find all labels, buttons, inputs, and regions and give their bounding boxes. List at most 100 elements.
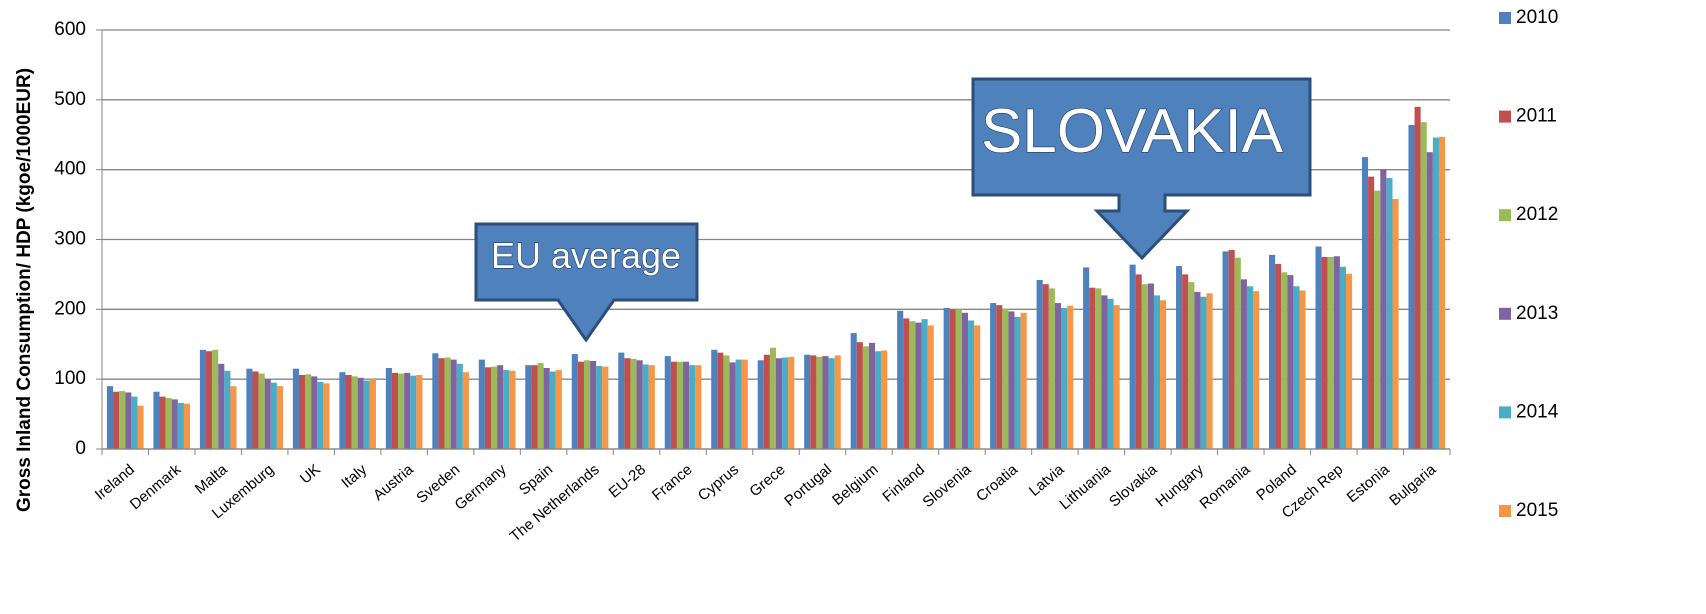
bar (177, 402, 184, 449)
bar (602, 366, 609, 449)
bar (875, 351, 882, 449)
bar (462, 372, 469, 449)
bar (1368, 176, 1375, 449)
legend-swatch (1499, 307, 1511, 320)
legend-label: 2013 (1516, 303, 1558, 324)
bar (583, 360, 591, 449)
bar (955, 309, 962, 449)
bar (636, 360, 643, 449)
bar (868, 342, 876, 449)
bar (961, 312, 969, 449)
bar (1014, 317, 1021, 449)
bar (1228, 249, 1235, 449)
bar (1206, 293, 1213, 449)
bar (856, 342, 863, 449)
bar (804, 354, 811, 449)
bar (549, 371, 556, 449)
legend-label: 2014 (1516, 401, 1559, 422)
bar (1129, 264, 1136, 449)
bar (1054, 303, 1061, 449)
bar (769, 347, 776, 449)
bar (782, 357, 789, 449)
bar (444, 357, 451, 449)
bar (276, 386, 283, 449)
bar (531, 365, 538, 449)
bar (723, 355, 730, 449)
bar (590, 361, 597, 449)
bar (921, 319, 928, 449)
bar (810, 355, 817, 449)
bar (596, 365, 603, 449)
slovakia-callout: SLOVAKIA (971, 77, 1312, 261)
x-tick-label: Grece (746, 461, 788, 500)
bar (1246, 286, 1254, 449)
bar (137, 405, 144, 449)
bar (850, 333, 857, 449)
bar (1281, 272, 1288, 449)
y-tick-label: 500 (54, 89, 86, 110)
bar (996, 305, 1003, 449)
y-tick-label: 0 (75, 438, 86, 459)
bar (503, 370, 510, 449)
bar (1095, 288, 1102, 449)
bar (648, 365, 655, 449)
bar (1141, 284, 1148, 449)
bar (1176, 266, 1183, 449)
legend-label: 2010 (1516, 7, 1558, 28)
bar (1160, 300, 1167, 449)
bar (1438, 136, 1446, 449)
legend-swatch (1499, 505, 1511, 517)
x-tick-label: EU-28 (606, 461, 650, 501)
bar (1060, 307, 1068, 449)
bar (1253, 291, 1260, 449)
eu-callout: EU average (474, 222, 699, 343)
bar (915, 322, 922, 449)
x-tick-label: Spain (516, 461, 556, 499)
bar (1426, 152, 1433, 450)
bar (897, 310, 904, 449)
bar (339, 372, 346, 449)
bar (153, 391, 160, 449)
bar (311, 376, 318, 449)
bar (1420, 122, 1427, 450)
bar (1380, 169, 1387, 449)
y-tick-label: 600 (54, 19, 86, 40)
bar (717, 352, 724, 449)
bar (763, 354, 770, 449)
bar (230, 386, 237, 449)
bar (741, 359, 748, 449)
bar (1374, 190, 1381, 449)
bar (113, 391, 120, 449)
bar (292, 368, 299, 449)
bar (711, 349, 718, 449)
bar (968, 320, 975, 449)
x-tick-label: Bulgaria (1386, 461, 1440, 510)
bar (618, 352, 625, 449)
bar (689, 365, 696, 449)
bar (369, 379, 376, 449)
bar (816, 356, 823, 449)
bar (432, 353, 439, 449)
bar (571, 354, 578, 449)
bar (345, 374, 352, 449)
bar (1048, 288, 1055, 449)
bar (1287, 275, 1294, 449)
y-tick-label: 300 (54, 229, 86, 250)
bar (1182, 274, 1189, 449)
bar (416, 374, 423, 449)
bar (1042, 284, 1049, 449)
bar (1432, 137, 1439, 449)
x-tick-label: Slovenia (919, 461, 975, 511)
x-tick-label: UK (297, 461, 324, 487)
legend-label: 2012 (1516, 204, 1558, 225)
bar (1083, 267, 1090, 449)
bar (1339, 266, 1346, 449)
bar (974, 325, 981, 449)
bar (543, 367, 550, 449)
bar (119, 391, 126, 449)
bar (822, 356, 829, 449)
bar (788, 356, 795, 449)
bar (1222, 251, 1229, 449)
x-tick-label: Malta (192, 461, 232, 498)
bar (630, 358, 637, 449)
